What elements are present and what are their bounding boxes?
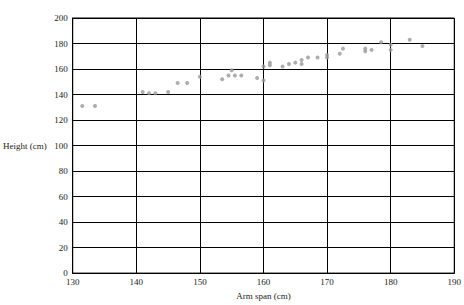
svg-text:190: 190 (448, 277, 462, 287)
svg-text:130: 130 (66, 277, 80, 287)
svg-text:150: 150 (193, 277, 207, 287)
svg-text:Arm span (cm): Arm span (cm) (236, 291, 290, 301)
svg-text:Height (cm): Height (cm) (3, 141, 47, 151)
svg-text:0: 0 (63, 268, 68, 279)
svg-text:80: 80 (59, 166, 69, 176)
svg-text:160: 160 (257, 277, 271, 287)
svg-text:20: 20 (59, 243, 69, 253)
svg-text:60: 60 (59, 192, 69, 202)
svg-text:100: 100 (54, 141, 68, 151)
svg-text:140: 140 (54, 90, 68, 100)
svg-text:170: 170 (320, 277, 334, 287)
svg-text:40: 40 (59, 217, 69, 227)
svg-text:140: 140 (130, 277, 144, 287)
svg-text:160: 160 (54, 64, 68, 74)
svg-text:180: 180 (384, 277, 398, 287)
svg-text:120: 120 (54, 115, 68, 125)
svg-text:180: 180 (54, 39, 68, 49)
svg-text:200: 200 (54, 13, 68, 23)
